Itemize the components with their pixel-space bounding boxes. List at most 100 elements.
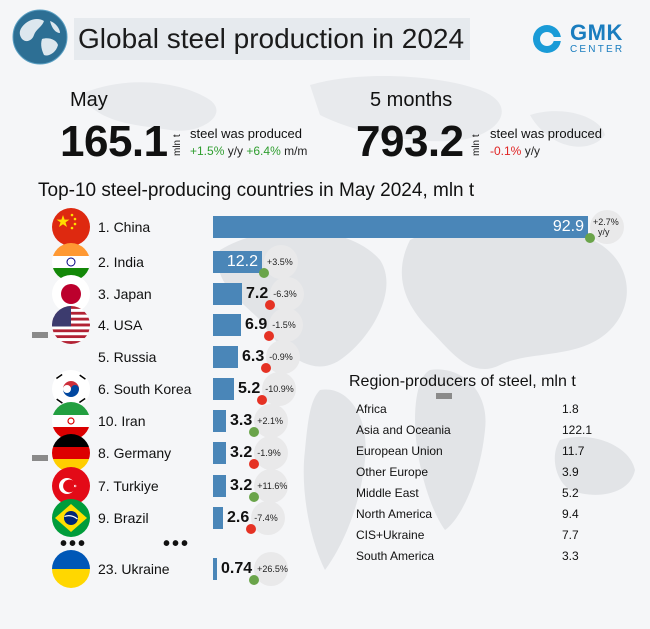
country-label: 3. Japan [98,286,152,302]
bar-value-label: 12.2 [226,253,258,270]
change-label: -10.9% [265,384,294,394]
change-circle [254,469,289,503]
may-change-line: +1.5% y/y +6.4% m/m [190,144,307,158]
change-circle [590,210,624,244]
artifact-square [32,332,48,338]
world-map-background-top [80,75,605,147]
country-label: 6. South Korea [98,381,192,397]
bar-value-label: 3.2 [230,477,253,494]
bar-value-label: 3.3 [230,412,253,429]
country-label: 10. Iran [98,413,146,429]
increase-dot [249,427,260,437]
bar [213,558,217,580]
chart-title: Top-10 steel-producing countries in May … [38,180,475,201]
region-name: Middle East [356,486,419,500]
region-value: 5.2 [562,486,579,500]
five-months-yoy-suffix: y/y [521,144,541,158]
change-circle [266,340,301,374]
region-value: 3.9 [562,465,579,479]
change-circle [262,372,297,406]
change-label: -1.5% [272,320,296,330]
may-yoy-change: +1.5% [190,144,225,158]
south-korea-flag-icon [52,370,90,408]
five-months-change-line: -0.1% y/y [490,144,540,158]
region-name: Asia and Oceania [356,423,451,437]
region-value: 1.8 [562,402,579,416]
gmk-center-logo: GMK CENTER [532,22,632,58]
five-months-total-value: 793.2 [356,117,464,166]
bar [213,475,226,497]
bar-value-label: 2.6 [227,509,250,526]
five-months-period-label: 5 months [370,89,453,111]
bar [213,283,242,305]
region-name: European Union [356,444,443,458]
flags-ellipsis: ••• [60,533,88,555]
bar [213,507,223,529]
change-label: -7.4% [254,513,278,523]
may-mom-change: +6.4% [246,144,281,158]
turkiye-flag-icon [52,467,90,505]
change-circle [254,404,289,438]
bar [213,314,241,336]
labels-ellipsis: ••• [163,533,191,555]
change-label: +2.7% [593,217,619,227]
region-value: 3.3 [562,549,579,563]
bar-value-label: 92.9 [552,218,584,235]
country-label: 8. Germany [98,445,172,461]
decrease-dot [257,395,268,405]
increase-dot [249,575,260,585]
decrease-dot [264,331,275,341]
region-value: 7.7 [562,528,579,542]
bar [213,251,262,273]
ukraine-flag-icon [52,550,90,588]
decrease-dot [249,459,260,469]
change-label: +3.5% [267,257,293,267]
increase-dot [259,268,269,278]
logo-subtext: CENTER [570,44,625,55]
country-label: 7. Turkiye [98,478,159,494]
brazil-flag-icon [52,499,90,537]
country-label: 23. Ukraine [98,561,170,577]
bar [213,378,234,400]
country-label: 4. USA [98,317,143,333]
country-label: 2. India [98,254,144,270]
artifact-square [32,455,48,461]
page-title: Global steel production in 2024 [74,18,471,60]
country-label: 1. China [98,219,151,235]
may-total-value: 165.1 [60,117,168,166]
may-mom-suffix: m/m [280,144,308,158]
change-label: +26.5% [257,564,288,574]
five-months-produced-text: steel was produced [490,126,603,141]
change-circle [254,436,289,470]
change-circle [254,552,289,586]
bar [213,410,226,432]
regions-title: Region-producers of steel, mln t [349,373,576,390]
region-name: Africa [356,402,387,416]
country-label: 5. Russia [98,349,157,365]
decrease-dot [261,363,272,373]
bar [213,442,226,464]
bar-value-label: 6.3 [242,348,265,365]
bar-value-label: 6.9 [245,316,268,333]
globe-icon [12,9,68,65]
may-produced-text: steel was produced [190,126,303,141]
region-value: 122.1 [562,423,593,437]
change-circle [269,308,304,342]
may-yoy-suffix: y/y [224,144,247,158]
logo-text: GMK [570,20,623,45]
region-name: North America [356,507,433,521]
region-value: 11.7 [562,444,585,458]
may-unit-label: mln t [172,134,183,156]
artifact-square [436,393,452,399]
usa-flag-icon [52,306,90,344]
region-name: CIS+Ukraine [356,528,425,542]
change-label: +2.1% [257,416,284,426]
decrease-dot [246,524,257,534]
bar [213,216,588,238]
region-name: South America [356,549,435,563]
bar [213,346,238,368]
bar-value-label: 7.2 [246,285,269,302]
bar-value-label: 0.74 [221,560,253,577]
change-circle [264,245,298,279]
change-label: -0.9% [269,352,293,362]
